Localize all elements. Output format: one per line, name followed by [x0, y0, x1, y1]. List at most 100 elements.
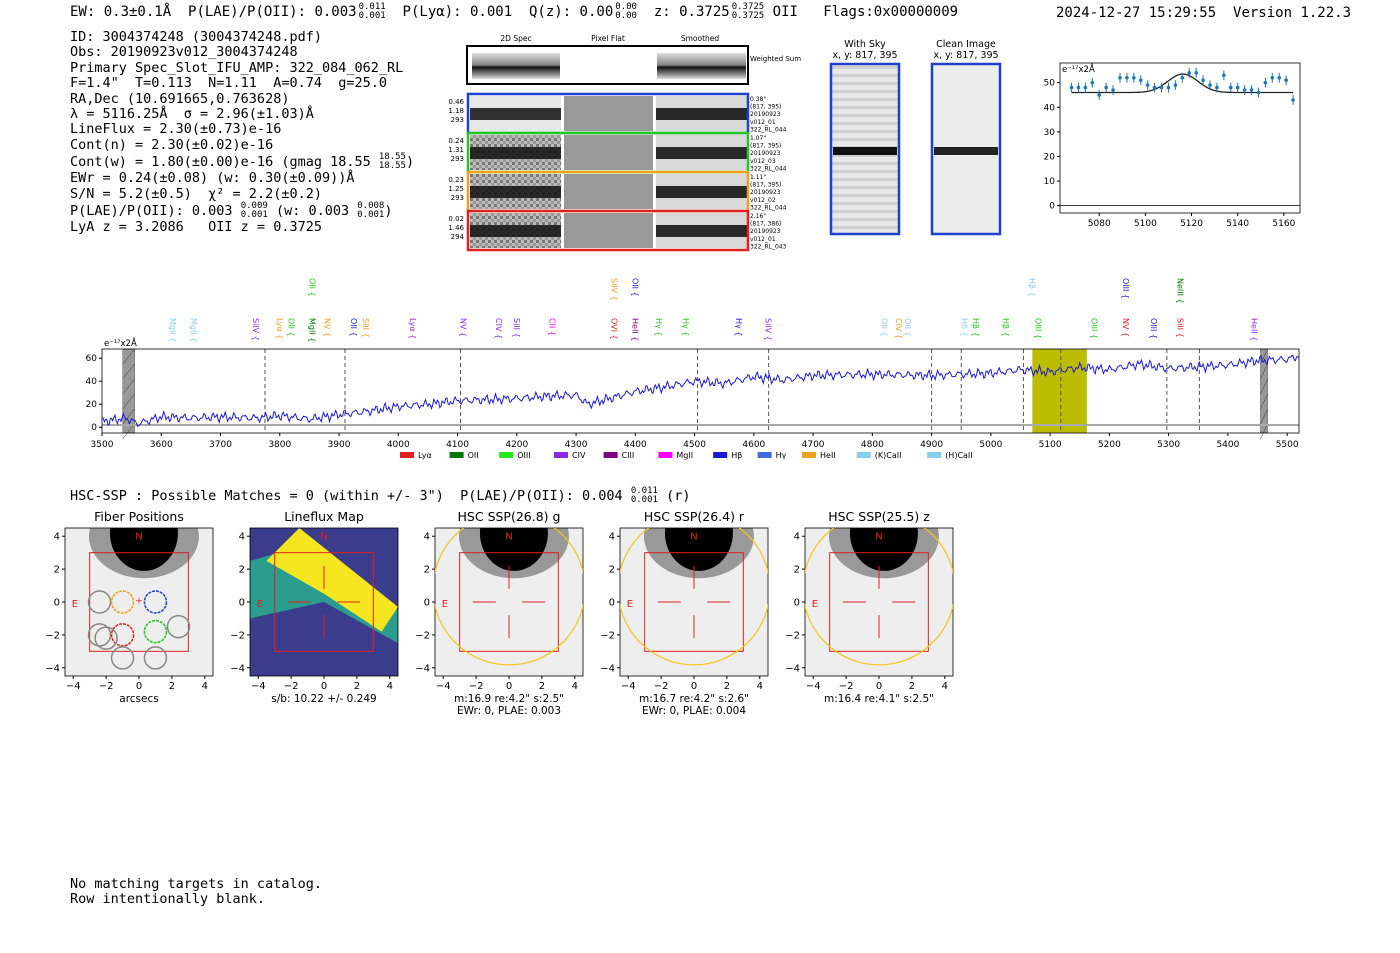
detection-info: ID: 3004374248 (3004374248.pdf) Obs: 201… [70, 29, 414, 235]
panel-ytick-label: 0 [794, 598, 800, 609]
emission-line-label: OIII { [1090, 318, 1099, 339]
zoom-ytick-label: 0 [1049, 202, 1055, 212]
emission-line-label: NV { [1121, 318, 1130, 337]
zoom-data-point [1228, 85, 1233, 90]
zoom-data-point [1277, 75, 1282, 80]
panel-caption: m:16.7 re:4.2" s:2.6" [639, 693, 749, 705]
panel-xtick-label: 0 [691, 681, 697, 692]
zoom-chart: 0 10 20 30 40 50 5080 5100 5120 5140 5160 e⁻¹⁷x2Å [1044, 62, 1301, 229]
panel-ytick-label: −2 [785, 630, 800, 641]
panel-ytick-label: −2 [45, 630, 60, 641]
plae-w-lo: 0.001 [357, 210, 385, 221]
zoom-data-point [1083, 85, 1088, 90]
cutout-row-right-label: (817, 395) [750, 143, 781, 150]
clean-image-title: Clean Image [936, 39, 996, 50]
zoom-data-point [1069, 85, 1074, 90]
legend-label: OIII [517, 451, 530, 460]
masked-hatch [1260, 423, 1268, 440]
contw-hi: 18.55 [378, 152, 406, 163]
hsc-text: HSC-SSP : Possible Matches = 0 (within +… [70, 488, 623, 504]
panel-caption: m:16.4 re:4.1" s:2.5" [824, 693, 934, 705]
info-lineflux: LineFlux = 2.30(±0.73)e-16 [70, 121, 282, 138]
ew-value: EW: 0.3±0.1Å [70, 4, 172, 20]
emission-line-label: OVI { [610, 318, 619, 340]
zoom-data-point [1104, 85, 1108, 90]
panel-xtick-label: 4 [202, 681, 208, 692]
aperture-ellipse [435, 528, 583, 666]
legend-label: HeII [820, 451, 836, 460]
spectrum-xtick-label: 5400 [1216, 440, 1239, 450]
zoom-frame [1059, 62, 1301, 214]
spectrum-xtick-label: 3800 [268, 440, 291, 450]
panel-ytick-label: 4 [609, 532, 615, 543]
spectrum-ytick-label: 40 [86, 377, 98, 387]
emission-line-label: HeII { [630, 318, 639, 341]
legend-label: Hγ [776, 451, 787, 460]
zoom-data-point [1208, 83, 1212, 87]
panel-xtick-label: 0 [506, 681, 512, 692]
fiber-circle [110, 590, 135, 614]
emission-line-label: HeII { [1250, 318, 1259, 341]
qz-value: Q(z): 0.00 [528, 4, 614, 20]
compass-east: E [442, 599, 448, 610]
panel-ytick-label: 4 [794, 532, 800, 543]
spectrum-xtick-label: 5300 [1157, 440, 1180, 450]
cutout-row-left-label: 293 [451, 155, 464, 163]
flux-peak-region [266, 528, 398, 632]
panel-ytick-label: 4 [424, 532, 430, 543]
legend-label: MgII [676, 451, 693, 460]
legend-swatch [856, 452, 871, 458]
spectrum-xtick-label: 4400 [624, 440, 647, 450]
fiber-circle [87, 590, 112, 614]
zoom-data-point [1076, 85, 1081, 90]
info-plae-lo: 0.001 [240, 210, 268, 221]
masked-hatch [122, 423, 135, 440]
zoom-data-point [1187, 71, 1192, 75]
line-highlight-band [1032, 349, 1087, 433]
weighted-sum-2d [472, 53, 560, 79]
info-contn: Cont(n) = 2.30(±0.02)e-16 [70, 136, 274, 153]
legend-swatch [400, 452, 414, 458]
cutout-pixel-flat [564, 96, 653, 131]
info-obs: Obs: 20190923v012_3004374248 [70, 44, 298, 61]
clean-image-trace [934, 147, 998, 155]
panel-title: Lineflux Map [284, 509, 364, 524]
fiber-circle [143, 590, 168, 614]
panel-caption-2: EWr: 0, PLAE: 0.004 [642, 705, 746, 717]
compass-east: E [72, 599, 78, 610]
zoom-ytick-label: 40 [1044, 103, 1056, 113]
zoom-data-point [1249, 88, 1254, 92]
panel-xtick-label: −2 [654, 681, 669, 692]
spectrum-xtick-label: 4200 [505, 440, 528, 450]
info-lambda: λ = 5116.25Å σ = 2.96(±1.03)Å [70, 106, 314, 123]
qz-hi: 0.00 [615, 2, 637, 12]
with-sky-xy: x, y: 817, 395 [832, 50, 897, 61]
cutout-2d-trace [470, 108, 561, 120]
hsc-hi: 0.011 [630, 486, 658, 496]
galaxy-core [109, 528, 178, 571]
emission-line-label: OII { [287, 318, 296, 337]
emission-line-label: CII { [547, 318, 556, 336]
cutout-row-right-label: v012_01 [750, 119, 776, 126]
panel-xtick-label: 4 [387, 681, 393, 692]
info-sn: S/N = 5.2(±0.5) χ² = 2.2(±0.2) [70, 185, 322, 202]
cutout-smoothed-trace [656, 147, 747, 159]
spectrum-xtick-label: 4000 [387, 440, 410, 450]
plae-w-hi: 0.008 [357, 201, 385, 212]
panel-ytick-label: −4 [415, 663, 430, 674]
cutout-row-right-label: 322_RL_044 [750, 165, 787, 172]
panel-caption: s/b: 10.22 +/- 0.249 [271, 693, 376, 705]
compass-east: E [812, 599, 818, 610]
spectrum-ytick-label: 60 [86, 354, 98, 364]
fiber-circle [143, 619, 168, 644]
emission-line-label: SiII { [1176, 318, 1185, 338]
aperture-ellipse [805, 528, 953, 666]
zoom-xtick-label: 5140 [1226, 219, 1249, 229]
plae-hi: 0.011 [358, 2, 386, 12]
panel-ytick-label: −4 [45, 663, 60, 674]
legend-label: Hβ [731, 451, 742, 460]
zoom-data-point [1263, 80, 1268, 85]
legend-label: OII [468, 451, 479, 460]
cutout-pixel-flat [564, 174, 653, 209]
catalog-footer: No matching targets in catalog. Row inte… [70, 877, 322, 907]
